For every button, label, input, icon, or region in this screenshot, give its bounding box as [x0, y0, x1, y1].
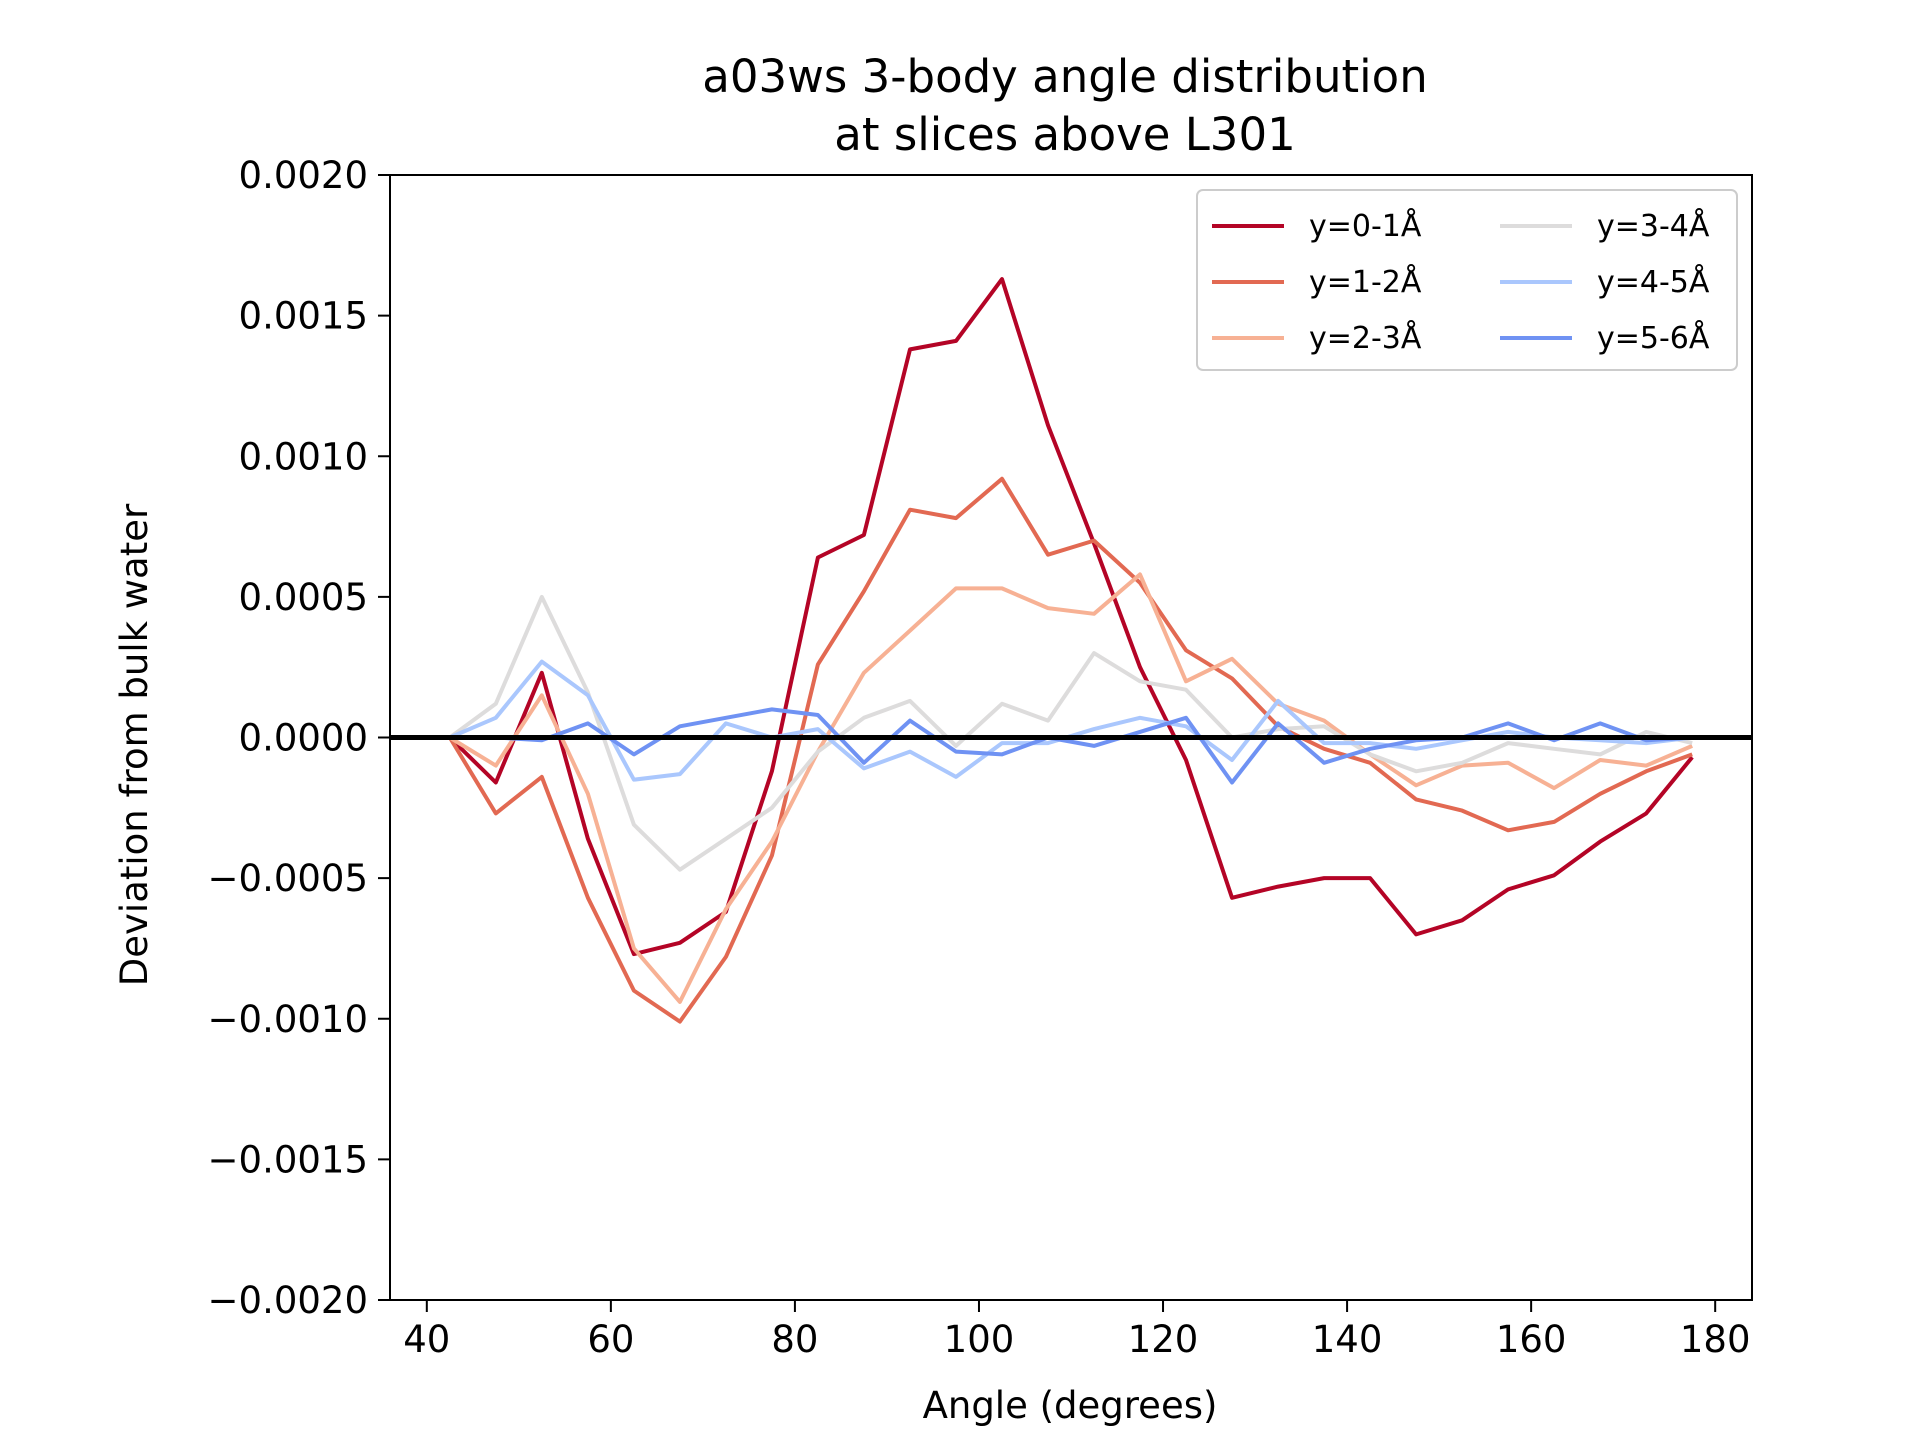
series-line-4 [448, 594, 1693, 872]
legend: y=0-1Å y=1-2Å y=2-3Å y=3-4Å y=4-5Å y=5-6Å [1196, 189, 1738, 371]
x-tick-label: 60 [587, 1318, 634, 1361]
y-tick-label: 0.0015 [239, 295, 368, 338]
legend-label: y=4-5Å [1597, 264, 1710, 300]
legend-entry: y=2-3Å [1212, 320, 1422, 356]
legend-label: y=3-4Å [1597, 208, 1710, 244]
chart-title: a03ws 3-body angle distribution at slice… [702, 50, 1427, 161]
legend-label: y=2-3Å [1309, 320, 1422, 356]
legend-entry: y=3-4Å [1500, 208, 1710, 244]
y-tick-label: −0.0015 [208, 1138, 368, 1181]
legend-entry: y=4-5Å [1500, 264, 1710, 300]
x-axis: 40 60 80 100 120 140 160 180 [403, 1300, 1751, 1361]
x-tick-label: 180 [1680, 1318, 1751, 1361]
x-tick-label: 40 [403, 1318, 450, 1361]
y-tick-label: 0.0000 [239, 717, 368, 760]
y-axis-label: Deviation from bulk water [113, 503, 156, 986]
series-line-2 [448, 476, 1693, 1024]
y-axis: 0.0020 0.0015 0.0010 0.0005 0.0000 −0.0005 −0.… [208, 154, 390, 1322]
legend-entry: y=0-1Å [1212, 208, 1422, 244]
legend-entry: y=1-2Å [1212, 264, 1422, 300]
x-tick-label: 80 [771, 1318, 818, 1361]
x-tick-label: 140 [1312, 1318, 1383, 1361]
chart-title-line-1: a03ws 3-body angle distribution [702, 50, 1427, 103]
series-line-3 [448, 572, 1693, 1004]
legend-label: y=0-1Å [1309, 208, 1422, 244]
series-layer [448, 277, 1694, 1024]
y-tick-label: 0.0020 [239, 154, 368, 197]
y-tick-label: −0.0020 [208, 1279, 368, 1322]
x-tick-label: 120 [1128, 1318, 1199, 1361]
legend-box [1196, 189, 1738, 371]
legend-entry: y=5-6Å [1500, 320, 1710, 356]
x-axis-label: Angle (degrees) [923, 1384, 1218, 1427]
y-tick-label: −0.0005 [208, 857, 368, 900]
y-tick-label: 0.0010 [239, 435, 368, 478]
series-line-6 [449, 707, 1693, 785]
y-tick-label: 0.0005 [239, 576, 368, 619]
y-tick-label: −0.0010 [208, 998, 368, 1041]
legend-label: y=5-6Å [1597, 320, 1710, 356]
x-tick-label: 160 [1496, 1318, 1567, 1361]
chart-title-line-2: at slices above L301 [834, 108, 1295, 161]
series-line-1 [448, 277, 1694, 957]
legend-label: y=1-2Å [1309, 264, 1422, 300]
x-tick-label: 100 [944, 1318, 1015, 1361]
